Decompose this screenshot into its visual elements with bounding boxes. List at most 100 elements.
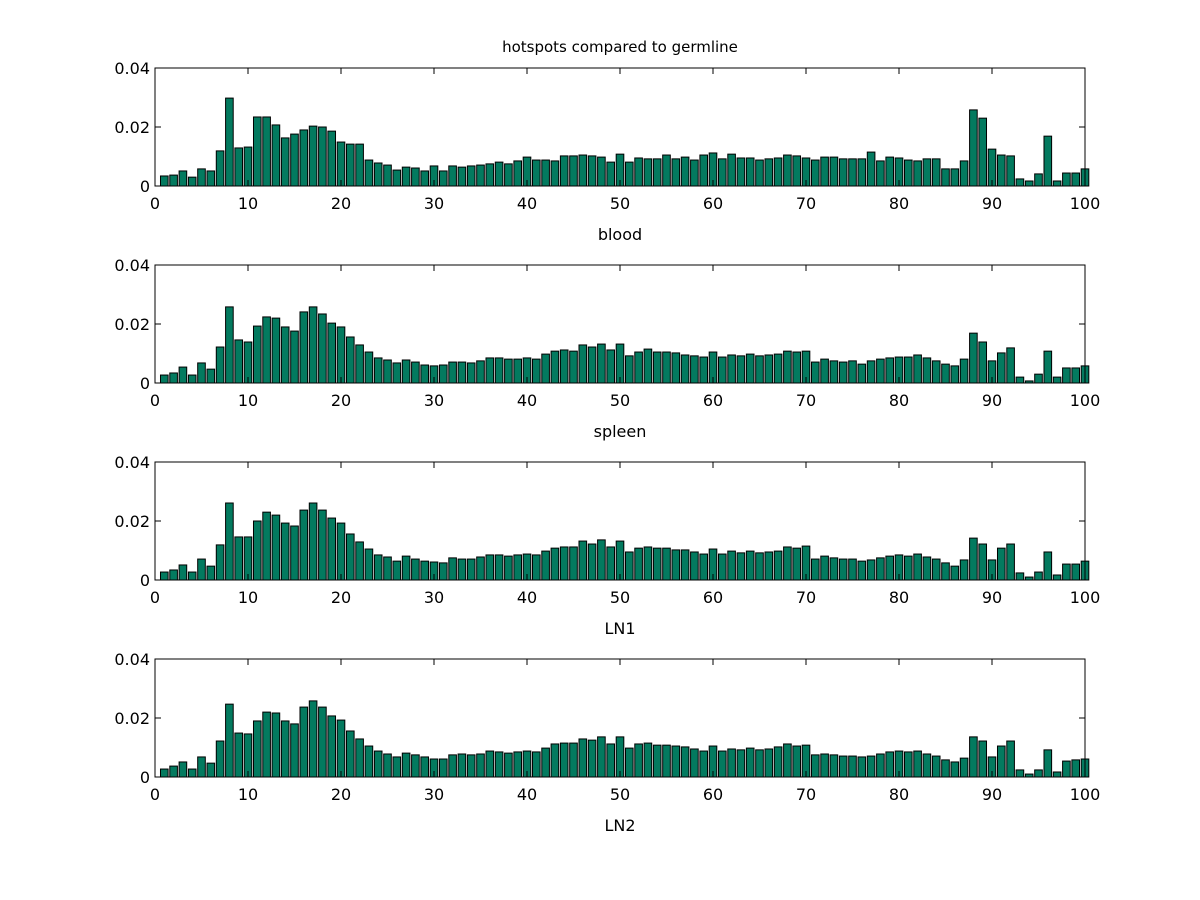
bar-93 [1015, 178, 1025, 187]
bar-36 [485, 750, 495, 778]
bar-3 [178, 761, 188, 778]
bar-58 [690, 159, 699, 187]
x-tick-label: 70 [796, 391, 816, 410]
bar-12 [262, 711, 271, 778]
bar-35 [476, 753, 485, 778]
bar-47 [587, 739, 597, 778]
x-tick-label: 50 [610, 194, 630, 213]
bar-73 [829, 557, 839, 581]
bar-23 [364, 745, 374, 778]
bar-68 [783, 743, 792, 778]
bar-14 [280, 137, 290, 187]
bar-73 [829, 754, 839, 778]
bar-37 [494, 554, 504, 581]
bar-13 [271, 124, 281, 187]
bar-35 [476, 360, 485, 384]
bar-91 [996, 745, 1006, 778]
bar-33 [457, 558, 467, 581]
bar-82 [913, 750, 922, 778]
bar-9 [234, 536, 244, 581]
bar-32 [448, 557, 457, 581]
bar-86 [950, 761, 960, 778]
bar-33 [457, 753, 467, 778]
bar-88 [969, 332, 978, 384]
bar-84 [931, 558, 941, 581]
x-tick-label: 100 [1070, 194, 1101, 213]
bar-2 [169, 765, 178, 778]
x-tick-label: 40 [517, 588, 537, 607]
bar-68 [783, 154, 792, 187]
bar-17 [308, 306, 318, 384]
x-tick-label: 40 [517, 391, 537, 410]
bar-26 [392, 560, 402, 581]
bar-27 [401, 555, 411, 581]
bar-61 [717, 750, 727, 778]
bar-44 [559, 742, 569, 778]
bar-53 [643, 158, 653, 187]
bar-43 [550, 350, 560, 384]
bar-65 [755, 355, 764, 384]
bar-5 [197, 168, 206, 187]
bar-74 [838, 361, 848, 384]
x-tick-label: 90 [982, 588, 1002, 607]
x-tick-label: 90 [982, 391, 1002, 410]
bar-12 [262, 116, 271, 187]
bar-1 [159, 374, 169, 384]
x-tick-label: 30 [424, 588, 444, 607]
bar-58 [690, 748, 699, 778]
bar-96 [1043, 135, 1053, 187]
bar-37 [494, 161, 504, 187]
bar-19 [327, 517, 337, 581]
bar-66 [764, 354, 774, 384]
bar-38 [504, 163, 513, 187]
bar-42 [541, 159, 550, 187]
y-tick-label: 0.02 [114, 709, 150, 728]
bar-92 [1006, 155, 1015, 187]
bar-25 [383, 753, 392, 778]
bar-29 [420, 170, 430, 187]
bar-18 [318, 126, 327, 187]
bar-7 [215, 544, 225, 581]
bar-75 [848, 755, 857, 778]
chart-title: hotspots compared to germline [502, 38, 738, 56]
bar-19 [327, 715, 337, 778]
subplot-LN2: 0 10 20 30 40 50 60 70 80 90 100 0 0.02 0.04 LN2 [114, 650, 1100, 835]
bar-1 [159, 768, 169, 778]
bar-45 [569, 155, 578, 187]
bar-66 [764, 551, 774, 581]
bar-85 [941, 562, 950, 581]
x-tick-label: 60 [703, 785, 723, 804]
bar-62 [727, 354, 736, 384]
bar-8 [225, 97, 234, 187]
bar-10 [243, 733, 253, 778]
bar-57 [680, 156, 690, 187]
bar-44 [559, 349, 569, 384]
bar-89 [978, 117, 988, 187]
bar-36 [485, 357, 495, 384]
bar-24 [373, 554, 383, 581]
bar-83 [922, 357, 932, 384]
bar-27 [401, 166, 411, 187]
bar-34 [466, 558, 476, 581]
bar-21 [345, 143, 355, 187]
bar-19 [327, 130, 337, 187]
bar-75 [848, 158, 857, 187]
bar-89 [978, 341, 988, 384]
bar-81 [903, 751, 913, 778]
bar-68 [783, 546, 792, 581]
x-tick-label: 90 [982, 785, 1002, 804]
bar-78 [876, 160, 885, 187]
bar-91 [996, 547, 1006, 581]
bar-43 [550, 547, 560, 581]
bar-95 [1034, 769, 1043, 778]
bar-3 [178, 170, 188, 187]
bar-91 [996, 154, 1006, 187]
bar-31 [438, 364, 448, 384]
bar-71 [810, 361, 820, 384]
bar-86 [950, 365, 960, 384]
bar-4 [187, 768, 197, 778]
bar-58 [690, 551, 699, 581]
bar-64 [745, 157, 755, 187]
y-tick-label: 0.02 [114, 315, 150, 334]
bar-26 [392, 756, 402, 778]
